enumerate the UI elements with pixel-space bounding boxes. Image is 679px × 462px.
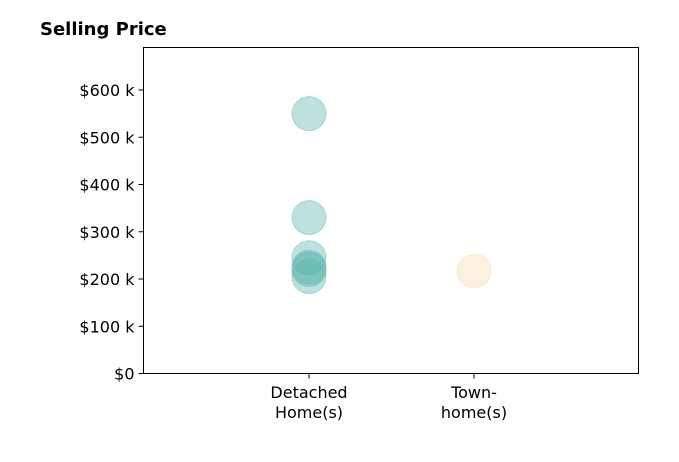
scatter-point [291, 259, 327, 295]
y-tick-label: $100 k [79, 317, 135, 336]
y-tick-label: $600 k [79, 81, 135, 100]
y-axis: $0 $100 k $200 k $300 k $400 k $500 k $600 k [79, 81, 144, 384]
marks-layer [291, 96, 492, 295]
chart-title: Selling Price [40, 19, 167, 40]
x-tick-label: Home(s) [275, 403, 343, 422]
scatter-point [291, 249, 327, 285]
scatter-point [291, 200, 327, 236]
scatter-point [456, 253, 492, 289]
x-tick-label: Detached [270, 383, 347, 402]
y-tick-label: $400 k [79, 176, 135, 195]
plot-frame [143, 47, 639, 374]
x-tick-label: Town- [450, 383, 497, 402]
scatter-point [291, 96, 327, 132]
x-tick-label: home(s) [441, 403, 507, 422]
scatter-point [291, 240, 327, 276]
scatter-point [291, 252, 327, 288]
y-tick-label: $300 k [79, 223, 135, 242]
y-tick-label: $200 k [79, 270, 135, 289]
y-tick-label: $0 [114, 365, 134, 384]
y-tick-label: $500 k [79, 128, 135, 147]
